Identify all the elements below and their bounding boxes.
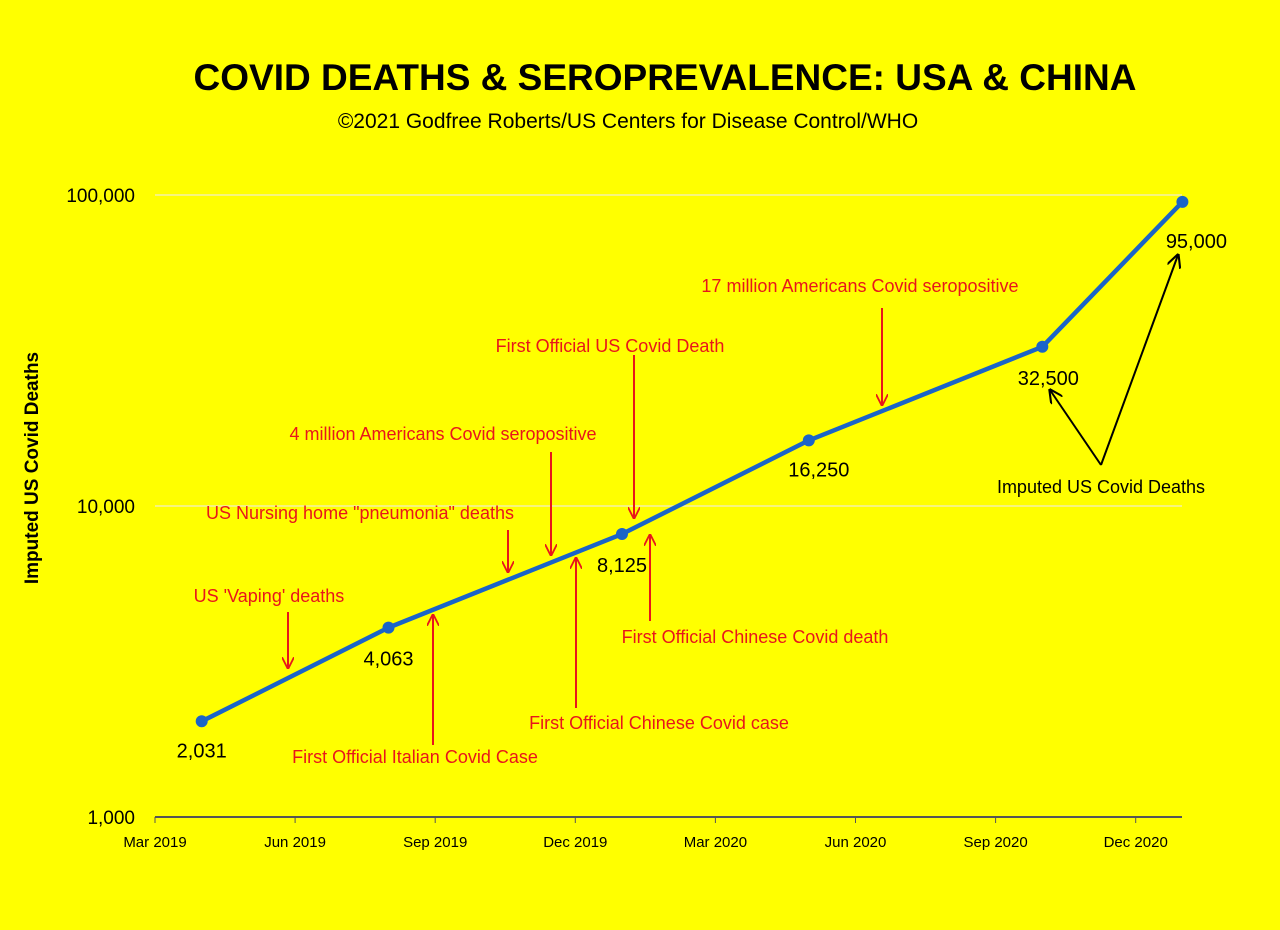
annotation-label: US 'Vaping' deaths	[194, 586, 345, 606]
data-label: 2,031	[177, 740, 227, 762]
chart-title: COVID DEATHS & SEROPREVALENCE: USA & CHI…	[194, 57, 1137, 98]
annotation-label: US Nursing home "pneumonia" deaths	[206, 503, 514, 523]
annotation-label: First Official Chinese Covid death	[622, 627, 889, 647]
annotation-label: 17 million Americans Covid seropositive	[701, 276, 1018, 296]
x-tick-label: Sep 2019	[403, 834, 467, 851]
annotation-label: First Official Chinese Covid case	[529, 713, 789, 733]
annotation-arrow	[1050, 390, 1102, 466]
x-tick-label: Dec 2020	[1104, 834, 1168, 851]
data-point	[616, 528, 628, 541]
x-tick-label: Mar 2020	[684, 834, 747, 851]
data-label: 4,063	[363, 649, 413, 671]
y-tick-label: 10,000	[77, 497, 135, 518]
data-point	[195, 715, 208, 728]
annotation-label: First Official US Covid Death	[496, 336, 725, 356]
x-tick-label: Jun 2020	[825, 834, 887, 851]
y-tick-label: 100,000	[66, 186, 135, 207]
annotation-label: Imputed US Covid Deaths	[997, 477, 1205, 497]
data-point	[1176, 195, 1189, 208]
x-tick-label: Mar 2019	[123, 834, 186, 851]
annotation-arrow	[1100, 255, 1178, 466]
data-label: 32,500	[1018, 368, 1079, 390]
data-point	[802, 434, 815, 447]
y-tick-label: 1,000	[87, 808, 135, 829]
annotation-label: First Official Italian Covid Case	[292, 747, 538, 767]
data-label: 16,250	[788, 459, 849, 481]
y-axis-label: Imputed US Covid Deaths	[22, 352, 43, 584]
data-point	[1036, 340, 1049, 353]
data-label: 8,125	[597, 555, 647, 577]
data-label: 95,000	[1166, 231, 1227, 253]
data-point	[382, 621, 395, 634]
annotation-label: 4 million Americans Covid seropositive	[289, 424, 596, 444]
series-line	[200, 200, 1185, 724]
x-tick-label: Dec 2019	[543, 834, 607, 851]
x-tick-label: Sep 2020	[963, 834, 1027, 851]
chart-subtitle: ©2021 Godfree Roberts/US Centers for Dis…	[338, 110, 918, 133]
x-tick-label: Jun 2019	[264, 834, 326, 851]
